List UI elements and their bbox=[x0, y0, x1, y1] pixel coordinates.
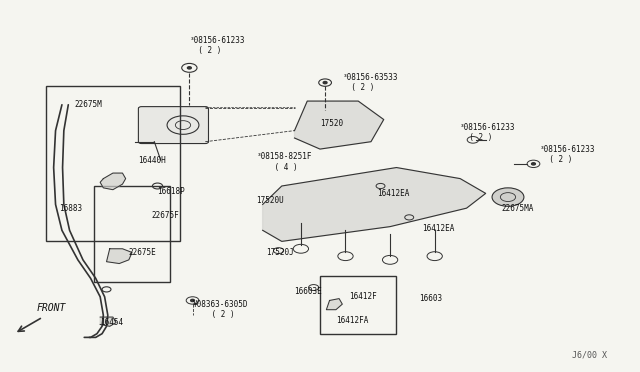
Bar bbox=[94, 186, 170, 282]
Text: 16603: 16603 bbox=[419, 294, 442, 303]
Text: 16603E: 16603E bbox=[294, 287, 323, 296]
Circle shape bbox=[532, 163, 536, 165]
Text: ³08156-61233
  ( 2 ): ³08156-61233 ( 2 ) bbox=[460, 123, 516, 142]
Circle shape bbox=[323, 81, 327, 84]
Text: ³08158-8251F
    ( 4 ): ³08158-8251F ( 4 ) bbox=[256, 152, 312, 172]
Text: ³08156-61233
  ( 2 ): ³08156-61233 ( 2 ) bbox=[540, 145, 595, 164]
Text: 17520U: 17520U bbox=[256, 196, 284, 205]
Bar bbox=[320, 276, 396, 334]
Text: 22675M: 22675M bbox=[75, 100, 102, 109]
Text: 16412EA: 16412EA bbox=[378, 189, 410, 198]
Text: 16618P: 16618P bbox=[157, 187, 185, 196]
Text: 22675MA: 22675MA bbox=[502, 203, 534, 213]
Text: ¥08363-6305D
    ( 2 ): ¥08363-6305D ( 2 ) bbox=[193, 300, 248, 320]
Text: 17520J: 17520J bbox=[266, 248, 294, 257]
FancyBboxPatch shape bbox=[138, 107, 209, 144]
Text: 16412F: 16412F bbox=[349, 292, 376, 301]
Circle shape bbox=[191, 299, 195, 302]
Text: 22675F: 22675F bbox=[151, 211, 179, 220]
Text: J6/00 X: J6/00 X bbox=[572, 350, 607, 359]
Polygon shape bbox=[294, 101, 384, 149]
Text: ³08156-63533
  ( 2 ): ³08156-63533 ( 2 ) bbox=[342, 73, 398, 92]
Text: ³08156-61233
  ( 2 ): ³08156-61233 ( 2 ) bbox=[189, 36, 245, 55]
Circle shape bbox=[492, 188, 524, 206]
Text: 16454: 16454 bbox=[100, 318, 124, 327]
Text: 22675E: 22675E bbox=[129, 248, 157, 257]
Text: 17520: 17520 bbox=[320, 119, 343, 128]
Polygon shape bbox=[106, 249, 132, 263]
Text: 16412EA: 16412EA bbox=[422, 224, 454, 233]
Text: FRONT: FRONT bbox=[36, 303, 66, 313]
Polygon shape bbox=[262, 167, 486, 241]
Text: 16883: 16883 bbox=[59, 203, 82, 213]
Polygon shape bbox=[100, 173, 125, 190]
Circle shape bbox=[188, 67, 191, 69]
Polygon shape bbox=[326, 299, 342, 310]
Text: 16440H: 16440H bbox=[138, 155, 166, 165]
Bar bbox=[46, 86, 180, 241]
Polygon shape bbox=[100, 317, 116, 326]
Text: 16412FA: 16412FA bbox=[336, 316, 368, 325]
